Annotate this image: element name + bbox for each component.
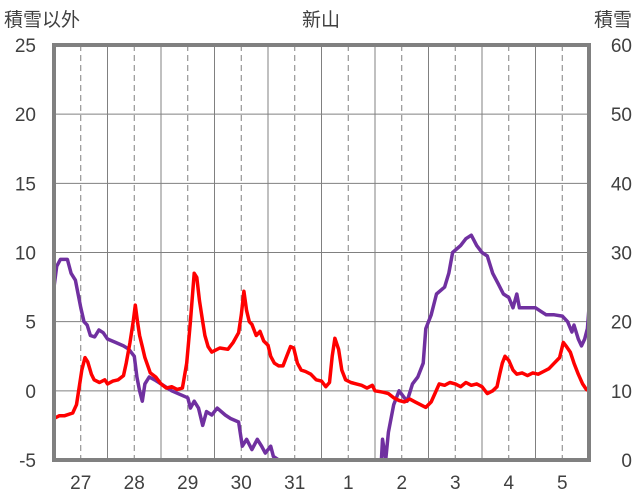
x-axis-tick-label: 2 xyxy=(396,473,407,494)
plot-frame xyxy=(52,43,591,462)
right-axis-tick-label: 60 xyxy=(611,36,632,57)
x-axis-tick-label: 3 xyxy=(450,473,461,494)
x-axis-tick-label: 4 xyxy=(503,473,514,494)
grid xyxy=(54,44,590,461)
x-axis-tick-label: 28 xyxy=(124,473,145,494)
x-axis-tick-label: 29 xyxy=(177,473,198,494)
left-axis-tick-label: -5 xyxy=(19,451,36,472)
right-axis-tick-label: 40 xyxy=(611,174,632,195)
left-axis-tick-label: 20 xyxy=(15,105,36,126)
left-axis-tick-label: 15 xyxy=(15,174,36,195)
right-axis-ticks: 0 10 20 30 40 50 60 xyxy=(611,36,632,472)
right-axis-tick-label: 10 xyxy=(611,382,632,403)
right-axis-tick-label: 20 xyxy=(611,313,632,334)
left-axis-tick-label: 0 xyxy=(25,382,36,403)
x-axis-tick-label: 31 xyxy=(284,473,305,494)
x-axis-tick-label: 1 xyxy=(343,473,354,494)
left-axis-tick-label: 25 xyxy=(15,36,36,57)
x-axis-tick-label: 27 xyxy=(70,473,91,494)
series-line-left-axis xyxy=(52,271,591,421)
right-axis-tick-label: 50 xyxy=(611,105,632,126)
left-axis-ticks: -5 0 5 10 15 20 25 xyxy=(15,36,36,472)
left-axis-label: 積雪以外 xyxy=(4,9,80,31)
right-axis-tick-label: 30 xyxy=(611,244,632,265)
right-axis-tick-label: 0 xyxy=(621,451,632,472)
right-axis-label: 積雪 xyxy=(594,9,632,31)
x-axis-ticks: 27 28 29 30 31 1 2 3 4 5 xyxy=(70,473,567,494)
chart-title: 新山 xyxy=(302,9,340,31)
x-axis-tick-label: 30 xyxy=(231,473,252,494)
left-axis-tick-label: 5 xyxy=(25,313,36,334)
left-axis-tick-label: 10 xyxy=(15,244,36,265)
x-axis-tick-label: 5 xyxy=(557,473,568,494)
